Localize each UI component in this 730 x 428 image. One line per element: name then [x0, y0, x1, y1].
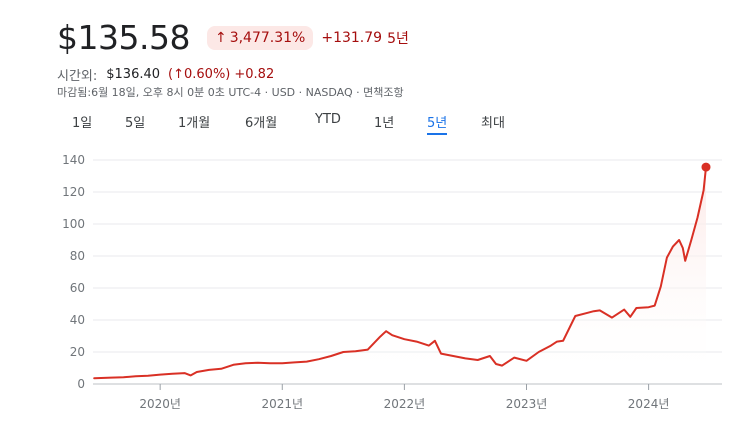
- tab-1y[interactable]: 1년: [374, 116, 395, 131]
- current-price: $135.58: [57, 18, 190, 57]
- price-series: [93, 162, 711, 384]
- y-tick-label-120: 120: [62, 185, 85, 199]
- percent-change-value: 3,477.31%: [229, 29, 306, 46]
- tab-1m[interactable]: 1개월: [178, 116, 211, 131]
- after-hours-change: +0.82: [234, 67, 275, 82]
- tab-6m[interactable]: 6개월: [245, 116, 278, 131]
- y-tick-label-80: 80: [70, 249, 85, 263]
- series-area: [94, 167, 706, 384]
- x-tick-label-0: 2020년: [139, 397, 181, 411]
- x-tick-label-3: 2023년: [506, 397, 548, 411]
- y-tick-label-140: 140: [62, 153, 85, 167]
- tab-1d[interactable]: 1일: [72, 116, 93, 131]
- arrow-up-icon: ↑: [214, 29, 227, 46]
- absolute-change: +131.79: [321, 29, 383, 46]
- period-label: 5년: [387, 30, 409, 47]
- x-tick-label-1: 2021년: [261, 397, 303, 411]
- after-hours-percent: (↑0.60%): [168, 67, 231, 82]
- y-tick-label-0: 0: [77, 377, 85, 391]
- tab-max[interactable]: 최대: [481, 116, 505, 131]
- y-tick-label-60: 60: [70, 281, 85, 295]
- y-axis-labels: 0 20 40 60 80 100 120 140: [62, 153, 85, 391]
- tab-5y[interactable]: 5년: [427, 112, 448, 135]
- market-status-meta: 마감됨:6월 18일, 오후 8시 0분 0초 UTC-4 · USD · NA…: [57, 86, 404, 99]
- price-header: $135.58 ↑ 3,477.31% +131.79 5년: [57, 18, 409, 57]
- after-hours-label: 시간외:: [57, 69, 98, 84]
- after-hours-row: 시간외: $136.40 (↑0.60%) +0.82: [57, 65, 274, 84]
- after-hours-price: $136.40: [106, 67, 161, 82]
- y-tick-label-20: 20: [70, 345, 85, 359]
- tab-5d[interactable]: 5일: [125, 116, 146, 131]
- series-line: [93, 166, 707, 380]
- y-tick-label-100: 100: [62, 217, 85, 231]
- y-tick-label-40: 40: [70, 313, 85, 327]
- x-tick-label-4: 2024년: [628, 397, 670, 411]
- tab-ytd[interactable]: YTD: [315, 112, 341, 127]
- percent-change-badge: ↑ 3,477.31%: [206, 25, 314, 50]
- x-tick-label-2: 2022년: [384, 397, 426, 411]
- x-axis-ticks: 2020년 2021년 2022년 2023년 2024년: [139, 384, 669, 411]
- last-price-point: [701, 162, 711, 172]
